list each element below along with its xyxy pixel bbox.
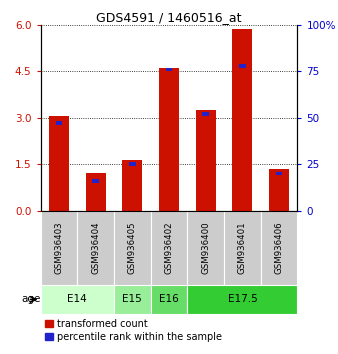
Text: age: age (21, 295, 41, 304)
Text: GSM936405: GSM936405 (128, 222, 137, 274)
Text: E15: E15 (122, 295, 142, 304)
Bar (129, 162, 136, 166)
Legend: transformed count, percentile rank within the sample: transformed count, percentile rank withi… (45, 319, 222, 342)
Bar (261, 211, 297, 285)
Bar (41, 211, 77, 285)
Bar (56, 121, 62, 125)
Text: E16: E16 (159, 295, 179, 304)
Text: GSM936401: GSM936401 (238, 222, 247, 274)
Bar (187, 211, 224, 285)
Bar (49, 116, 69, 211)
Text: GSM936400: GSM936400 (201, 222, 210, 274)
Bar (151, 285, 187, 314)
Text: E14: E14 (67, 295, 87, 304)
Bar (166, 68, 172, 71)
Bar (159, 68, 179, 211)
Bar (187, 285, 297, 314)
Bar (122, 160, 142, 211)
Bar (114, 285, 151, 314)
Bar (151, 211, 187, 285)
Bar (86, 173, 106, 211)
Bar (114, 211, 151, 285)
Bar (276, 172, 282, 175)
Bar (41, 285, 114, 314)
Text: E17.5: E17.5 (227, 295, 257, 304)
Text: GSM936406: GSM936406 (274, 222, 284, 274)
Bar (202, 112, 209, 116)
Bar (224, 211, 261, 285)
Bar (92, 179, 99, 183)
Title: GDS4591 / 1460516_at: GDS4591 / 1460516_at (96, 11, 242, 24)
Text: GSM936404: GSM936404 (91, 222, 100, 274)
Bar (77, 211, 114, 285)
Bar (232, 29, 252, 211)
Bar (196, 110, 216, 211)
Bar (239, 64, 246, 68)
Text: GSM936403: GSM936403 (54, 222, 64, 274)
Text: GSM936402: GSM936402 (165, 222, 173, 274)
Bar (269, 169, 289, 211)
